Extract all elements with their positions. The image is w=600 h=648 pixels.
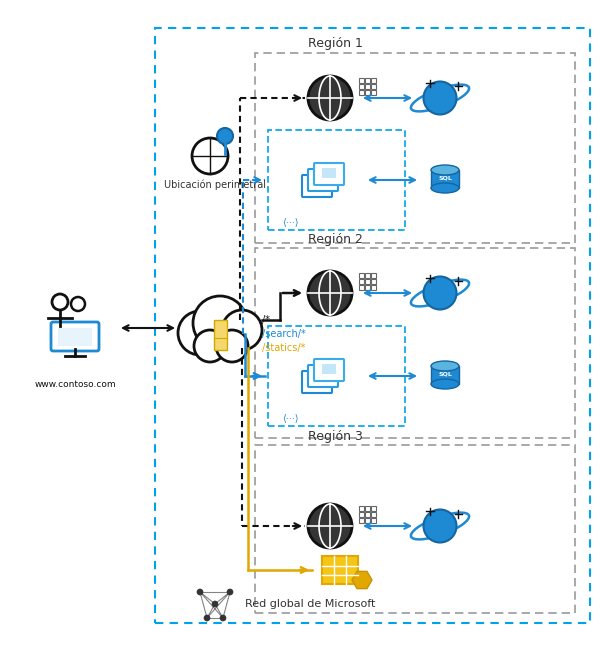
Bar: [359, 518, 364, 523]
Circle shape: [308, 76, 352, 120]
Circle shape: [212, 601, 218, 607]
Bar: [371, 273, 376, 278]
Bar: [371, 279, 376, 284]
Circle shape: [204, 615, 210, 621]
Bar: [365, 279, 370, 284]
Circle shape: [424, 82, 457, 115]
Text: ⟨···⟩: ⟨···⟩: [282, 218, 298, 228]
Bar: [365, 511, 370, 517]
Bar: [359, 273, 364, 278]
Text: SQL: SQL: [438, 371, 452, 376]
FancyBboxPatch shape: [308, 169, 338, 191]
Text: www.contoso.com: www.contoso.com: [34, 380, 116, 389]
Circle shape: [222, 310, 262, 350]
FancyBboxPatch shape: [302, 371, 332, 393]
Bar: [431, 170, 459, 188]
Circle shape: [220, 615, 226, 621]
Bar: [371, 511, 376, 517]
Circle shape: [216, 330, 248, 362]
Circle shape: [193, 296, 247, 350]
Bar: [214, 320, 227, 350]
Bar: [371, 284, 376, 290]
Circle shape: [424, 509, 457, 542]
Bar: [371, 505, 376, 511]
Bar: [365, 505, 370, 511]
Bar: [359, 279, 364, 284]
Text: /search/*: /search/*: [262, 329, 306, 339]
Text: Región 2: Región 2: [308, 233, 362, 246]
Text: Región 3: Región 3: [308, 430, 362, 443]
Circle shape: [178, 311, 222, 355]
Polygon shape: [352, 572, 372, 588]
Circle shape: [424, 277, 457, 310]
Bar: [371, 89, 376, 95]
FancyBboxPatch shape: [314, 163, 344, 185]
Bar: [359, 505, 364, 511]
Bar: [58, 328, 92, 346]
FancyBboxPatch shape: [314, 359, 344, 381]
Text: Red global de Microsoft: Red global de Microsoft: [245, 599, 376, 609]
Text: /statics/*: /statics/*: [262, 343, 305, 353]
Bar: [431, 366, 459, 384]
Circle shape: [227, 589, 233, 595]
Bar: [310, 180, 324, 190]
Bar: [322, 556, 358, 584]
Circle shape: [217, 128, 233, 144]
Ellipse shape: [431, 361, 459, 371]
Bar: [359, 78, 364, 83]
Bar: [365, 284, 370, 290]
Bar: [322, 364, 336, 374]
Bar: [365, 84, 370, 89]
FancyBboxPatch shape: [302, 175, 332, 197]
Text: ⟨···⟩: ⟨···⟩: [282, 414, 298, 424]
Bar: [316, 370, 330, 380]
Bar: [322, 168, 336, 178]
Bar: [371, 518, 376, 523]
FancyBboxPatch shape: [51, 322, 99, 351]
Bar: [371, 78, 376, 83]
Bar: [359, 84, 364, 89]
Bar: [365, 89, 370, 95]
Circle shape: [194, 330, 226, 362]
Bar: [365, 273, 370, 278]
Text: Región 1: Región 1: [308, 37, 362, 50]
Ellipse shape: [431, 165, 459, 175]
Circle shape: [197, 589, 203, 595]
Ellipse shape: [431, 379, 459, 389]
Circle shape: [308, 504, 352, 548]
Bar: [359, 89, 364, 95]
Bar: [316, 174, 330, 184]
Bar: [371, 84, 376, 89]
Circle shape: [308, 271, 352, 315]
Bar: [310, 376, 324, 386]
Ellipse shape: [431, 183, 459, 193]
Text: /*: /*: [262, 315, 270, 325]
Bar: [365, 78, 370, 83]
Text: Ubicación perimetral: Ubicación perimetral: [164, 180, 266, 191]
FancyBboxPatch shape: [308, 365, 338, 387]
Bar: [359, 511, 364, 517]
Bar: [359, 284, 364, 290]
Bar: [365, 518, 370, 523]
Text: SQL: SQL: [438, 176, 452, 181]
